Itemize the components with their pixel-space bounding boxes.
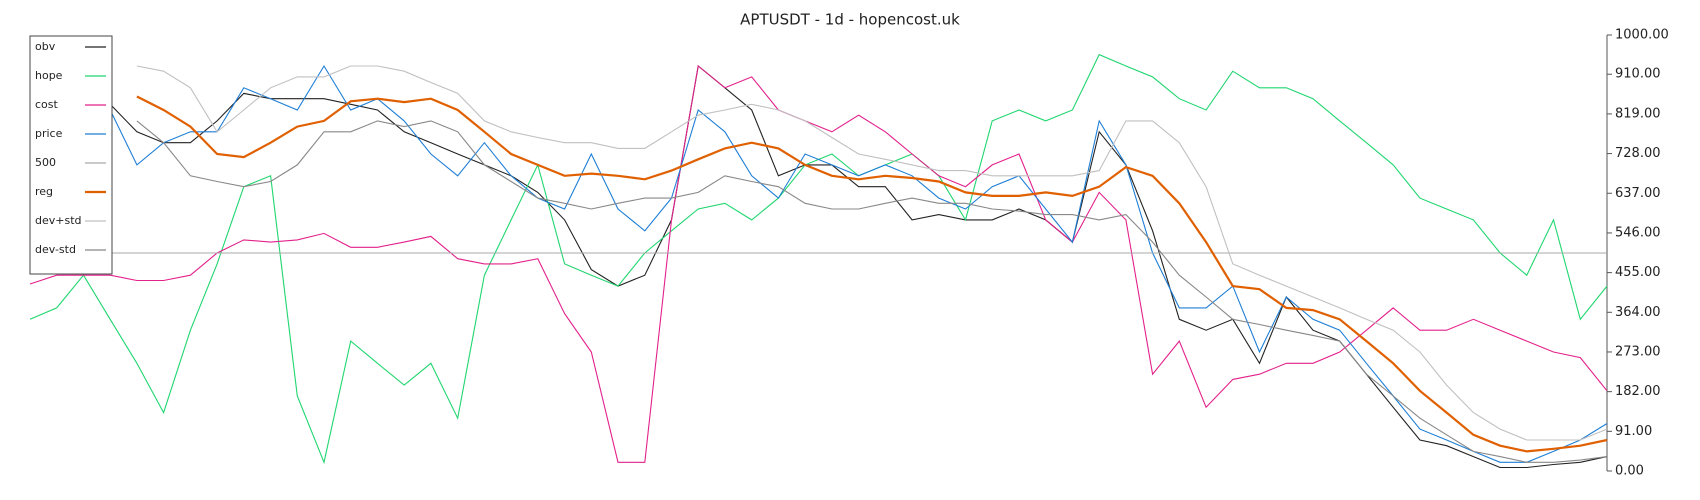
y-tick-label: 819.00 — [1615, 106, 1661, 121]
legend-label: 500 — [35, 156, 56, 169]
y-tick-label: 1000.00 — [1615, 28, 1669, 43]
legend — [29, 35, 113, 275]
legend-label: reg — [35, 185, 53, 198]
y-tick-label: 637.00 — [1615, 186, 1661, 201]
legend-label: dev-std — [35, 243, 76, 256]
y-tick-label: 0.00 — [1615, 464, 1644, 479]
legend-label: cost — [35, 98, 59, 111]
legend-label: hope — [35, 69, 63, 82]
series-line — [109, 64, 1608, 469]
series-line — [136, 65, 1608, 441]
legend-label: obv — [35, 40, 56, 53]
y-tick-label: 182.00 — [1615, 384, 1661, 399]
series-line — [29, 53, 1608, 465]
y-tick-label: 546.00 — [1615, 225, 1661, 240]
y-tick-label: 728.00 — [1615, 146, 1661, 161]
y-tick-label: 91.00 — [1615, 424, 1652, 439]
series-line — [29, 64, 1608, 463]
y-tick-label: 364.00 — [1615, 305, 1661, 320]
series-line — [136, 95, 1608, 453]
chart-title: APTUSDT - 1d - hopencost.uk — [740, 11, 960, 29]
legend-label: price — [35, 127, 63, 140]
series-line — [109, 64, 1608, 463]
y-tick-label: 273.00 — [1615, 344, 1661, 359]
legend-label: dev+std — [35, 214, 82, 227]
y-tick-label: 455.00 — [1615, 265, 1661, 280]
y-tick-label: 910.00 — [1615, 67, 1661, 82]
series-line — [136, 120, 1608, 463]
